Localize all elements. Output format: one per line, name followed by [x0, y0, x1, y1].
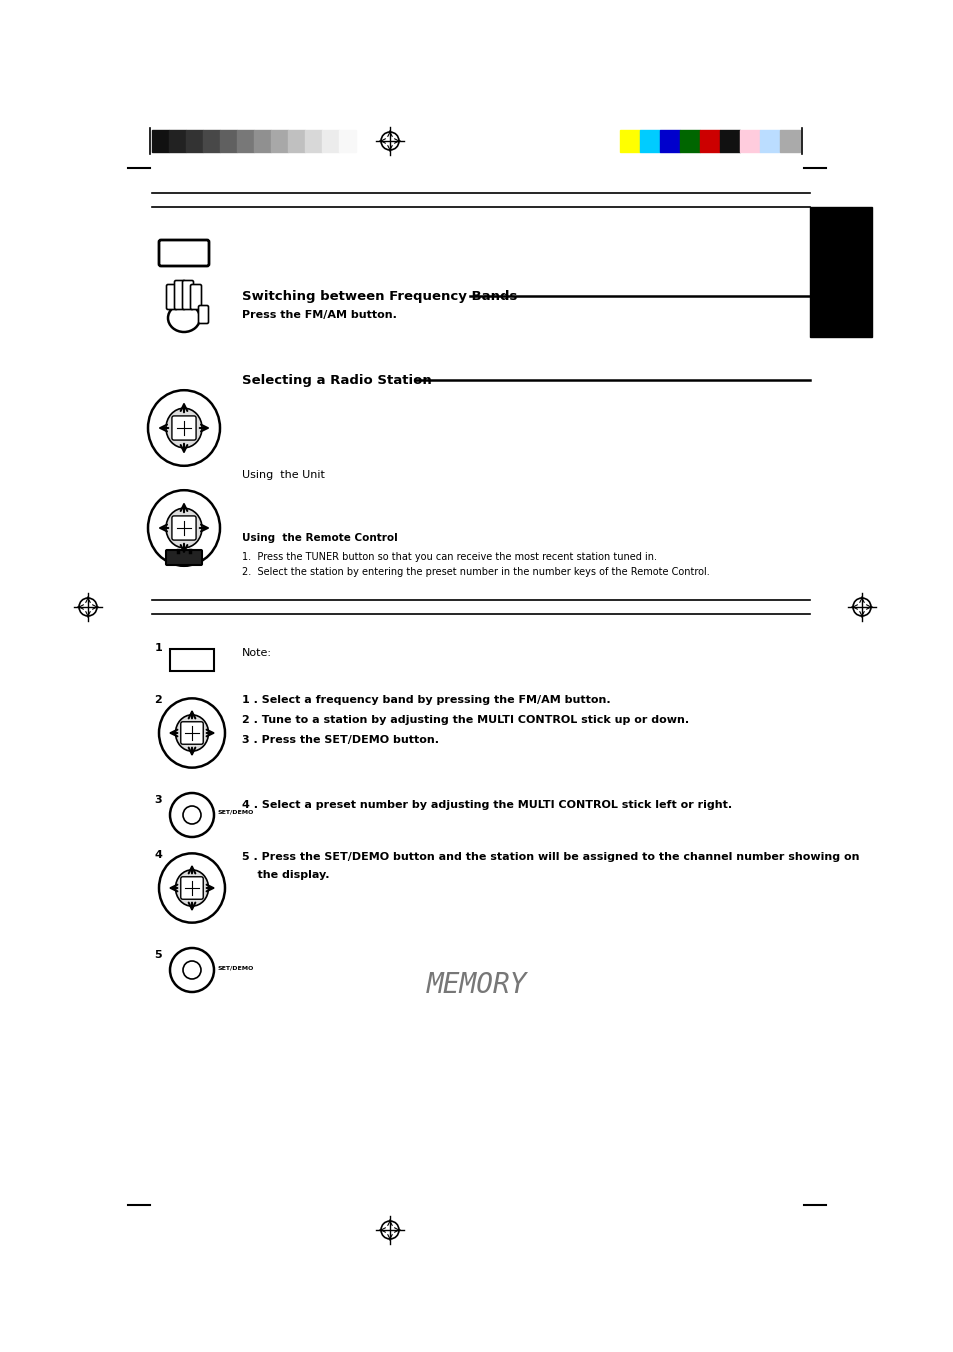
Text: Using  the Remote Control: Using the Remote Control [242, 533, 397, 544]
Text: 1.  Press the TUNER button so that you can receive the most recent station tuned: 1. Press the TUNER button so that you ca… [242, 552, 657, 562]
FancyBboxPatch shape [172, 416, 196, 441]
FancyBboxPatch shape [172, 516, 196, 539]
Bar [338, 130, 355, 151]
Bar [780, 130, 800, 151]
Ellipse shape [159, 853, 225, 922]
Bar [236, 130, 253, 151]
Text: 2.  Select the station by entering the preset number in the number keys of the R: 2. Select the station by entering the pr… [242, 566, 709, 577]
Bar [271, 130, 288, 151]
Bar [169, 130, 186, 151]
FancyBboxPatch shape [166, 550, 202, 565]
Circle shape [183, 961, 201, 979]
Bar [639, 130, 659, 151]
Bar [322, 130, 338, 151]
Text: Note:: Note: [242, 648, 272, 658]
Bar [659, 130, 679, 151]
Text: 4: 4 [154, 850, 162, 860]
Text: 3 . Press the SET/DEMO button.: 3 . Press the SET/DEMO button. [242, 735, 438, 745]
Bar [679, 130, 700, 151]
Text: Selecting a Radio Station: Selecting a Radio Station [242, 375, 432, 387]
FancyBboxPatch shape [182, 280, 193, 310]
Bar [220, 130, 236, 151]
Text: 1 . Select a frequency band by pressing the FM/AM button.: 1 . Select a frequency band by pressing … [242, 695, 610, 704]
Text: Using  the Unit: Using the Unit [242, 470, 325, 480]
Ellipse shape [175, 715, 209, 752]
Text: SET/DEMO: SET/DEMO [218, 810, 254, 815]
Bar [253, 130, 271, 151]
Ellipse shape [159, 699, 225, 768]
Bar [186, 130, 203, 151]
FancyBboxPatch shape [198, 306, 209, 323]
Text: MEMORY: MEMORY [426, 971, 527, 999]
Bar [700, 130, 720, 151]
Bar [170, 649, 213, 671]
Bar [619, 130, 639, 151]
FancyBboxPatch shape [191, 284, 201, 310]
Bar [720, 130, 740, 151]
Bar [809, 207, 871, 337]
Ellipse shape [166, 408, 202, 448]
FancyBboxPatch shape [174, 280, 185, 310]
Ellipse shape [166, 508, 202, 548]
Circle shape [170, 794, 213, 837]
Bar [203, 130, 220, 151]
Text: 3: 3 [154, 795, 162, 804]
Ellipse shape [148, 491, 220, 565]
Ellipse shape [168, 304, 200, 333]
Text: 4 . Select a preset number by adjusting the MULTI CONTROL stick left or right.: 4 . Select a preset number by adjusting … [242, 800, 731, 810]
FancyBboxPatch shape [167, 284, 177, 310]
FancyBboxPatch shape [180, 876, 203, 899]
Text: Press the FM/AM button.: Press the FM/AM button. [242, 310, 396, 320]
FancyBboxPatch shape [159, 241, 209, 266]
Ellipse shape [175, 869, 209, 906]
Bar [288, 130, 305, 151]
Text: 2 . Tune to a station by adjusting the MULTI CONTROL stick up or down.: 2 . Tune to a station by adjusting the M… [242, 715, 688, 725]
Bar [760, 130, 780, 151]
Text: 5: 5 [154, 950, 162, 960]
Bar [740, 130, 760, 151]
Text: the display.: the display. [242, 869, 329, 880]
Text: 1: 1 [154, 644, 162, 653]
Text: SET/DEMO: SET/DEMO [218, 965, 254, 969]
Ellipse shape [148, 391, 220, 466]
Bar [152, 130, 169, 151]
FancyBboxPatch shape [180, 722, 203, 744]
Text: Switching between Frequency Bands: Switching between Frequency Bands [242, 289, 517, 303]
Circle shape [183, 806, 201, 823]
Bar [305, 130, 322, 151]
Text: 2: 2 [154, 695, 162, 704]
Circle shape [170, 948, 213, 992]
Text: 5 . Press the SET/DEMO button and the station will be assigned to the channel nu: 5 . Press the SET/DEMO button and the st… [242, 852, 859, 863]
